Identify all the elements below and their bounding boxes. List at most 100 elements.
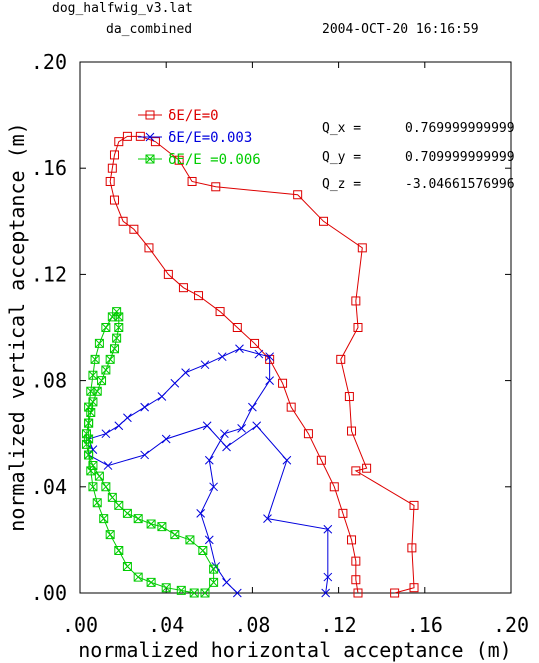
data-point	[94, 471, 104, 481]
data-point	[204, 535, 214, 545]
data-point	[174, 155, 184, 165]
series-line	[87, 348, 329, 594]
data-point	[217, 352, 227, 362]
data-point	[105, 354, 115, 364]
data-point	[109, 344, 119, 354]
data-point	[161, 434, 171, 444]
data-point	[97, 376, 107, 386]
data-point	[92, 498, 102, 508]
data-point	[146, 577, 156, 587]
data-point	[409, 500, 419, 510]
data-point	[323, 572, 333, 582]
data-point	[353, 588, 363, 598]
data-point	[196, 508, 206, 518]
data-point	[344, 392, 354, 402]
y-tick-label: .20	[31, 50, 67, 74]
data-point	[351, 466, 361, 476]
y-tick-label: .12	[31, 262, 67, 286]
x-tick-label: .20	[493, 613, 529, 637]
data-point	[232, 323, 242, 332]
legend-label: δE/E =0.006	[168, 152, 261, 168]
tune-value: -3.04661576996	[405, 177, 515, 192]
data-point	[187, 176, 197, 186]
data-point	[107, 312, 117, 322]
x-tick-label: .08	[234, 613, 270, 637]
x-tick-label: .00	[62, 613, 98, 637]
data-point	[170, 530, 180, 540]
data-point	[105, 530, 115, 540]
data-point	[129, 224, 139, 234]
data-point	[86, 386, 96, 396]
lattice-file-name: dog_halfwig_v3.lat	[52, 1, 193, 16]
data-point	[220, 429, 229, 439]
data-point	[144, 243, 154, 253]
data-point	[237, 424, 246, 433]
data-point	[209, 577, 219, 587]
data-point	[202, 421, 212, 431]
data-point	[90, 354, 100, 364]
data-point	[84, 434, 94, 444]
y-tick-label: .00	[31, 581, 67, 605]
data-point	[122, 561, 132, 571]
data-point	[189, 588, 199, 598]
data-point	[101, 482, 111, 492]
data-point	[107, 492, 117, 502]
y-tick-label: .04	[31, 475, 67, 499]
data-point	[157, 522, 167, 532]
data-point	[181, 368, 190, 377]
tune-label: Q_z =	[322, 177, 361, 192]
data-point	[176, 585, 186, 595]
data-point	[145, 154, 155, 164]
data-point	[329, 482, 339, 492]
legend-label: δE/E=0.003	[168, 130, 252, 146]
data-point	[265, 352, 274, 362]
legend: δE/E=0 δE/E=0.003 δE/E =0.006	[138, 108, 261, 168]
tune-annotations: Q_x = 0.769999999999 Q_y = 0.709999999999 Q_…	[322, 121, 515, 192]
data-point	[118, 216, 128, 226]
series-group	[84, 344, 333, 598]
data-point	[357, 243, 367, 253]
data-point	[198, 546, 208, 556]
data-point	[140, 402, 150, 412]
data-point	[101, 323, 111, 332]
data-point	[157, 392, 167, 401]
legend-label: δE/E=0	[168, 108, 219, 124]
data-point	[114, 500, 124, 510]
data-point	[185, 535, 195, 545]
data-point	[390, 588, 400, 598]
series-layer	[81, 131, 419, 598]
data-point	[200, 588, 210, 598]
data-point	[347, 426, 357, 436]
data-point	[323, 524, 333, 534]
data-point	[114, 323, 124, 332]
data-point	[222, 442, 231, 452]
data-point	[211, 182, 221, 192]
data-point	[114, 137, 124, 147]
data-point	[200, 360, 210, 370]
data-point	[209, 564, 219, 574]
data-point	[84, 402, 94, 412]
data-point	[351, 575, 361, 585]
data-point	[105, 176, 115, 186]
data-point	[133, 514, 143, 524]
data-point	[101, 365, 111, 375]
x-axis-label: normalized horizontal acceptance (m)	[78, 638, 511, 662]
data-point	[123, 413, 132, 423]
data-point	[135, 131, 145, 141]
data-point	[99, 514, 109, 524]
data-point	[303, 429, 313, 439]
data-point	[109, 150, 119, 160]
data-point	[252, 421, 262, 431]
data-point	[248, 402, 257, 412]
data-point	[250, 338, 260, 348]
data-point	[145, 110, 155, 120]
tune-value: 0.769999999999	[405, 121, 515, 136]
data-point	[114, 421, 124, 431]
plot-subtitle: da_combined	[106, 22, 192, 37]
data-point	[407, 543, 417, 553]
data-point	[114, 546, 124, 556]
data-point	[319, 216, 329, 226]
data-point	[133, 572, 143, 582]
data-point	[163, 269, 173, 279]
data-point	[101, 429, 111, 439]
